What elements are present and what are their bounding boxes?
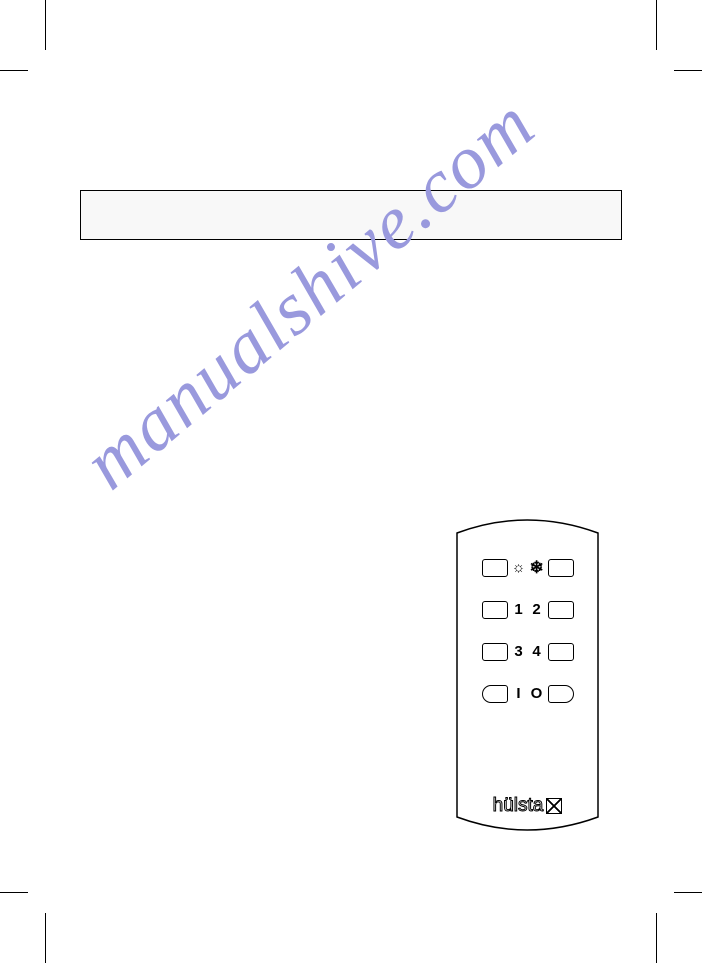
remote-row-3: 3 4 xyxy=(445,643,610,661)
label-4: 4 xyxy=(530,643,544,661)
crop-mark xyxy=(674,892,702,893)
label-on: I xyxy=(512,685,526,703)
remote-button xyxy=(482,601,508,619)
remote-button xyxy=(548,559,574,577)
remote-button xyxy=(482,559,508,577)
label-2: 2 xyxy=(530,601,544,619)
remote-row-1: ☼ ❄ xyxy=(445,559,610,577)
crop-mark xyxy=(0,70,28,71)
document-page: manualshive.com ☼ ❄ 1 2 3 4 xyxy=(45,70,657,893)
label-3: 3 xyxy=(512,643,526,661)
remote-control-illustration: ☼ ❄ 1 2 3 4 I O h xyxy=(445,505,610,845)
crop-mark xyxy=(45,0,46,50)
watermark-text: manualshive.com xyxy=(67,80,552,506)
crop-mark xyxy=(674,70,702,71)
remote-row-4: I O xyxy=(445,685,610,703)
title-box xyxy=(80,190,622,240)
brand-label: hülsta xyxy=(445,795,610,817)
remote-button xyxy=(482,643,508,661)
crop-mark xyxy=(656,913,657,963)
label-off: O xyxy=(530,685,544,703)
snowflake-icon: ❄ xyxy=(530,559,544,577)
crop-mark xyxy=(656,0,657,50)
remote-button xyxy=(548,643,574,661)
remote-row-2: 1 2 xyxy=(445,601,610,619)
remote-button xyxy=(548,601,574,619)
sun-icon: ☼ xyxy=(512,559,526,577)
label-1: 1 xyxy=(512,601,526,619)
remote-button-off xyxy=(548,685,574,703)
crop-mark xyxy=(45,913,46,963)
brand-logo-icon xyxy=(546,798,562,814)
crop-mark xyxy=(0,892,28,893)
remote-button-on xyxy=(482,685,508,703)
brand-text: hülsta xyxy=(493,795,544,816)
